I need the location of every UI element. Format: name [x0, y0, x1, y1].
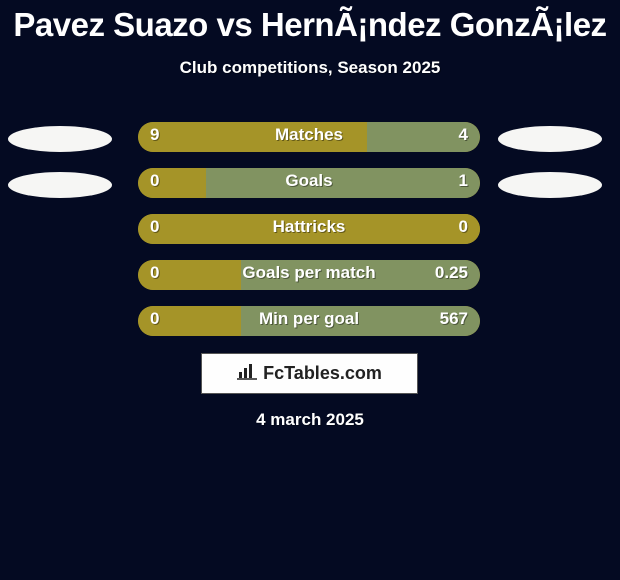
player2-value: 0.25	[435, 263, 468, 283]
stat-bar: Min per goal0 567	[138, 306, 480, 336]
stat-label: Goals per match	[138, 263, 480, 283]
stat-bar: Matches9 4	[138, 122, 480, 152]
player2-ellipse	[498, 126, 602, 152]
date-text: 4 march 2025	[0, 410, 620, 430]
stat-row: Min per goal0 567	[0, 306, 620, 352]
comparison-infographic: Pavez Suazo vs HernÃ¡ndez GonzÃ¡lez Club…	[0, 0, 620, 580]
player1-value: 0	[150, 263, 159, 283]
logo-text: FcTables.com	[263, 363, 382, 384]
stat-bar: Goals per match0 0.25	[138, 260, 480, 290]
player2-value: 1	[459, 171, 468, 191]
player1-value: 9	[150, 125, 159, 145]
player1-value: 0	[150, 217, 159, 237]
stat-row: Goals per match0 0.25	[0, 260, 620, 306]
player1-value: 0	[150, 309, 159, 329]
bar-chart-icon	[237, 362, 257, 385]
stat-label: Goals	[138, 171, 480, 191]
player1-ellipse	[8, 126, 112, 152]
player2-value: 567	[440, 309, 468, 329]
stat-row: Matches9 4	[0, 122, 620, 168]
player2-value: 4	[459, 125, 468, 145]
page-title: Pavez Suazo vs HernÃ¡ndez GonzÃ¡lez	[0, 0, 620, 44]
player1-value: 0	[150, 171, 159, 191]
stat-row: Goals0 1	[0, 168, 620, 214]
player1-ellipse	[8, 172, 112, 198]
fctables-logo: FcTables.com	[201, 353, 418, 394]
subtitle: Club competitions, Season 2025	[0, 58, 620, 78]
stat-label: Matches	[138, 125, 480, 145]
stat-rows: Matches94Goals01Hattricks00Goals per mat…	[0, 122, 620, 352]
stat-bar: Goals0 1	[138, 168, 480, 198]
stat-bar: Hattricks0 0	[138, 214, 480, 244]
player2-value: 0	[459, 217, 468, 237]
player2-ellipse	[498, 172, 602, 198]
stat-row: Hattricks0 0	[0, 214, 620, 260]
stat-label: Hattricks	[138, 217, 480, 237]
stat-label: Min per goal	[138, 309, 480, 329]
